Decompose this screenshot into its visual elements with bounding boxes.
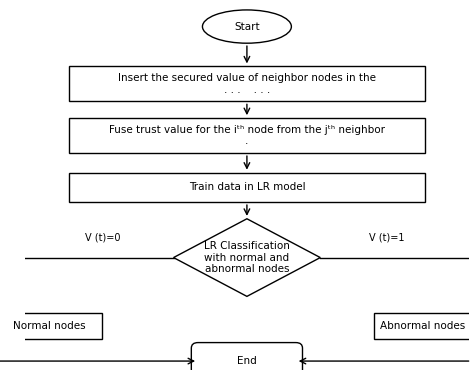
Text: Start: Start — [234, 22, 260, 32]
Bar — [69, 173, 425, 202]
Ellipse shape — [202, 10, 292, 43]
Text: V (t)=1: V (t)=1 — [369, 233, 405, 243]
Bar — [69, 66, 425, 101]
FancyBboxPatch shape — [191, 342, 302, 371]
Text: Train data in LR model: Train data in LR model — [189, 183, 305, 192]
Polygon shape — [173, 219, 320, 296]
Text: LR Classification
with normal and
abnormal nodes: LR Classification with normal and abnorm… — [204, 241, 290, 274]
Bar — [0, 313, 102, 339]
Bar — [69, 118, 425, 153]
Text: Insert the secured value of neighbor nodes in the
. . .    . . .: Insert the secured value of neighbor nod… — [118, 73, 376, 95]
Text: Normal nodes: Normal nodes — [13, 321, 85, 331]
Text: End: End — [237, 356, 257, 366]
Bar — [374, 313, 472, 339]
Text: V (t)=0: V (t)=0 — [85, 233, 120, 243]
Text: Abnormal nodes: Abnormal nodes — [380, 321, 465, 331]
Text: Fuse trust value for the iᵗʰ node from the jᵗʰ neighbor
.: Fuse trust value for the iᵗʰ node from t… — [109, 125, 385, 147]
